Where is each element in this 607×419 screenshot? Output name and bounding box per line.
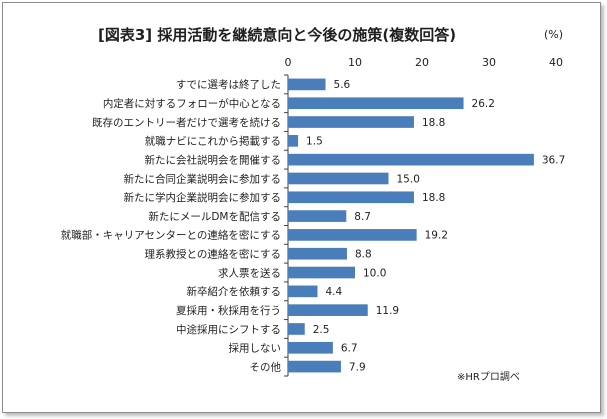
bar (288, 97, 464, 110)
category-label: 既存のエントリー者だけで選考を続ける (92, 116, 281, 129)
bar (288, 153, 534, 166)
category-label: 採用しない (229, 342, 282, 355)
x-tick-label: 30 (482, 56, 496, 69)
category-label: すでに選考は終了した (176, 78, 281, 91)
bar-value-label: 8.8 (355, 249, 372, 261)
bar-value-label: 18.8 (422, 192, 445, 204)
bar (288, 172, 389, 185)
bar (288, 304, 368, 316)
category-label: 夏採用・秋採用を行う (176, 304, 281, 317)
category-label: 新卒紹介を依頼する (187, 285, 282, 298)
category-label: 新たに会社説明会を開催する (145, 153, 282, 166)
bar (288, 135, 299, 147)
source-note: ※HRプロ調べ (457, 372, 520, 383)
bar-value-label: 36.7 (542, 154, 565, 166)
category-label: 新たにメールDMを配信する (148, 210, 281, 223)
bar-value-label: 18.8 (422, 117, 445, 129)
bar (288, 229, 417, 241)
category-label: 理系教授との連絡を密にする (145, 248, 282, 261)
category-label: 就職部・キャリアセンターとの連絡を密にする (61, 229, 281, 242)
x-tick-label: 0 (285, 56, 292, 69)
bar (288, 247, 347, 260)
category-label: 中途採用にシフトする (176, 323, 281, 336)
bar-value-label: 19.2 (425, 230, 448, 242)
x-tick-label: 10 (348, 56, 362, 69)
category-label: 新たに学内企業説明会に参加する (124, 191, 282, 204)
bar-value-label: 15.0 (397, 173, 420, 185)
unit-label: (%) (544, 28, 564, 41)
category-label: 内定者に対するフォローが中心となる (103, 97, 281, 110)
category-label: その他 (250, 360, 282, 373)
bar-value-label: 6.7 (341, 343, 358, 355)
bar-value-label: 10.0 (363, 267, 386, 279)
bar (288, 285, 318, 298)
chart-title: [図表3] 採用活動を継続意向と今後の施策(複数回答) (98, 26, 457, 44)
bar-value-label: 8.7 (354, 211, 371, 223)
bar (288, 116, 414, 128)
bar-value-label: 1.5 (306, 136, 323, 148)
bar (288, 323, 305, 335)
bar (288, 210, 347, 222)
bar (288, 341, 333, 354)
bar (288, 78, 326, 91)
bar-value-label: 7.9 (349, 361, 366, 373)
bar-value-label: 2.5 (313, 324, 330, 336)
bar-value-label: 11.9 (376, 305, 399, 317)
category-label: 新たに合同企業説明会に参加する (124, 172, 282, 185)
category-label: 就職ナビにこれから掲載する (145, 135, 281, 148)
category-label: 求人票を送る (218, 266, 281, 279)
bar-value-label: 26.2 (472, 98, 495, 110)
bar (288, 266, 355, 279)
bar-value-label: 4.4 (325, 286, 342, 298)
bar (288, 360, 341, 373)
bar (288, 191, 414, 204)
x-tick-label: 20 (415, 56, 429, 69)
x-tick-label: 40 (549, 56, 563, 69)
bar-value-label: 5.6 (334, 79, 351, 91)
